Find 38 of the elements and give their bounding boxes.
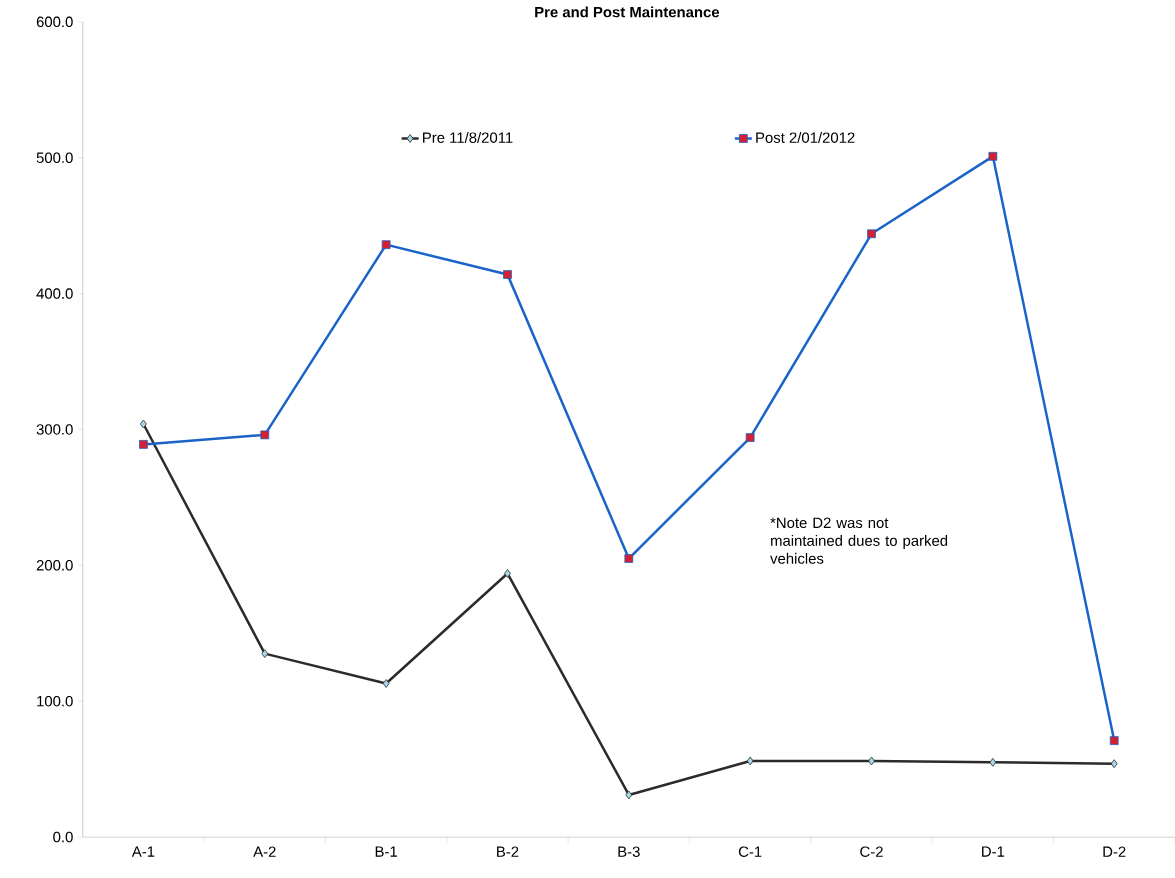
point xyxy=(261,649,269,659)
point xyxy=(867,229,876,239)
point xyxy=(503,270,512,280)
y-tick-label: 300.0 xyxy=(36,424,73,435)
point xyxy=(988,152,998,161)
point xyxy=(1109,736,1119,746)
y-tick-label: 500.0 xyxy=(36,152,73,164)
point xyxy=(868,756,875,766)
x-tick-label: A-2 xyxy=(253,846,276,857)
point xyxy=(1110,759,1118,769)
x-tick-label: B-3 xyxy=(618,846,640,858)
point xyxy=(140,419,147,429)
x-tick-label: D-2 xyxy=(1103,846,1126,857)
x-tick-label: B-2 xyxy=(497,846,519,857)
y-tick-label: 400.0 xyxy=(36,288,73,299)
x-tick-label: D-1 xyxy=(982,846,1005,857)
point xyxy=(260,430,270,440)
legend-label: Pre 11/8/2011 xyxy=(423,132,513,144)
point xyxy=(139,440,148,449)
point xyxy=(382,679,390,688)
x-tick-label: C-1 xyxy=(738,846,762,858)
legend-label: Post 2/01/2012 xyxy=(756,132,855,144)
point xyxy=(989,758,997,767)
annotation: *Note D2 was not maintained dues to parked vehicles xyxy=(770,517,948,564)
point xyxy=(381,240,391,250)
point xyxy=(625,790,633,800)
x-tick-label: B-1 xyxy=(375,846,397,857)
point xyxy=(746,756,754,766)
y-tick-label: 200.0 xyxy=(36,560,73,571)
point xyxy=(624,554,634,563)
point xyxy=(745,433,755,443)
point xyxy=(504,569,511,578)
chart-title: Pre and Post Maintenance xyxy=(535,6,720,18)
y-tick-label: 100.0 xyxy=(37,696,73,707)
x-tick-label: A-1 xyxy=(131,846,155,857)
x-tick-label: C-2 xyxy=(860,846,883,858)
y-tick-label: 0.0 xyxy=(53,831,73,843)
y-tick-label: 600.0 xyxy=(36,16,73,28)
